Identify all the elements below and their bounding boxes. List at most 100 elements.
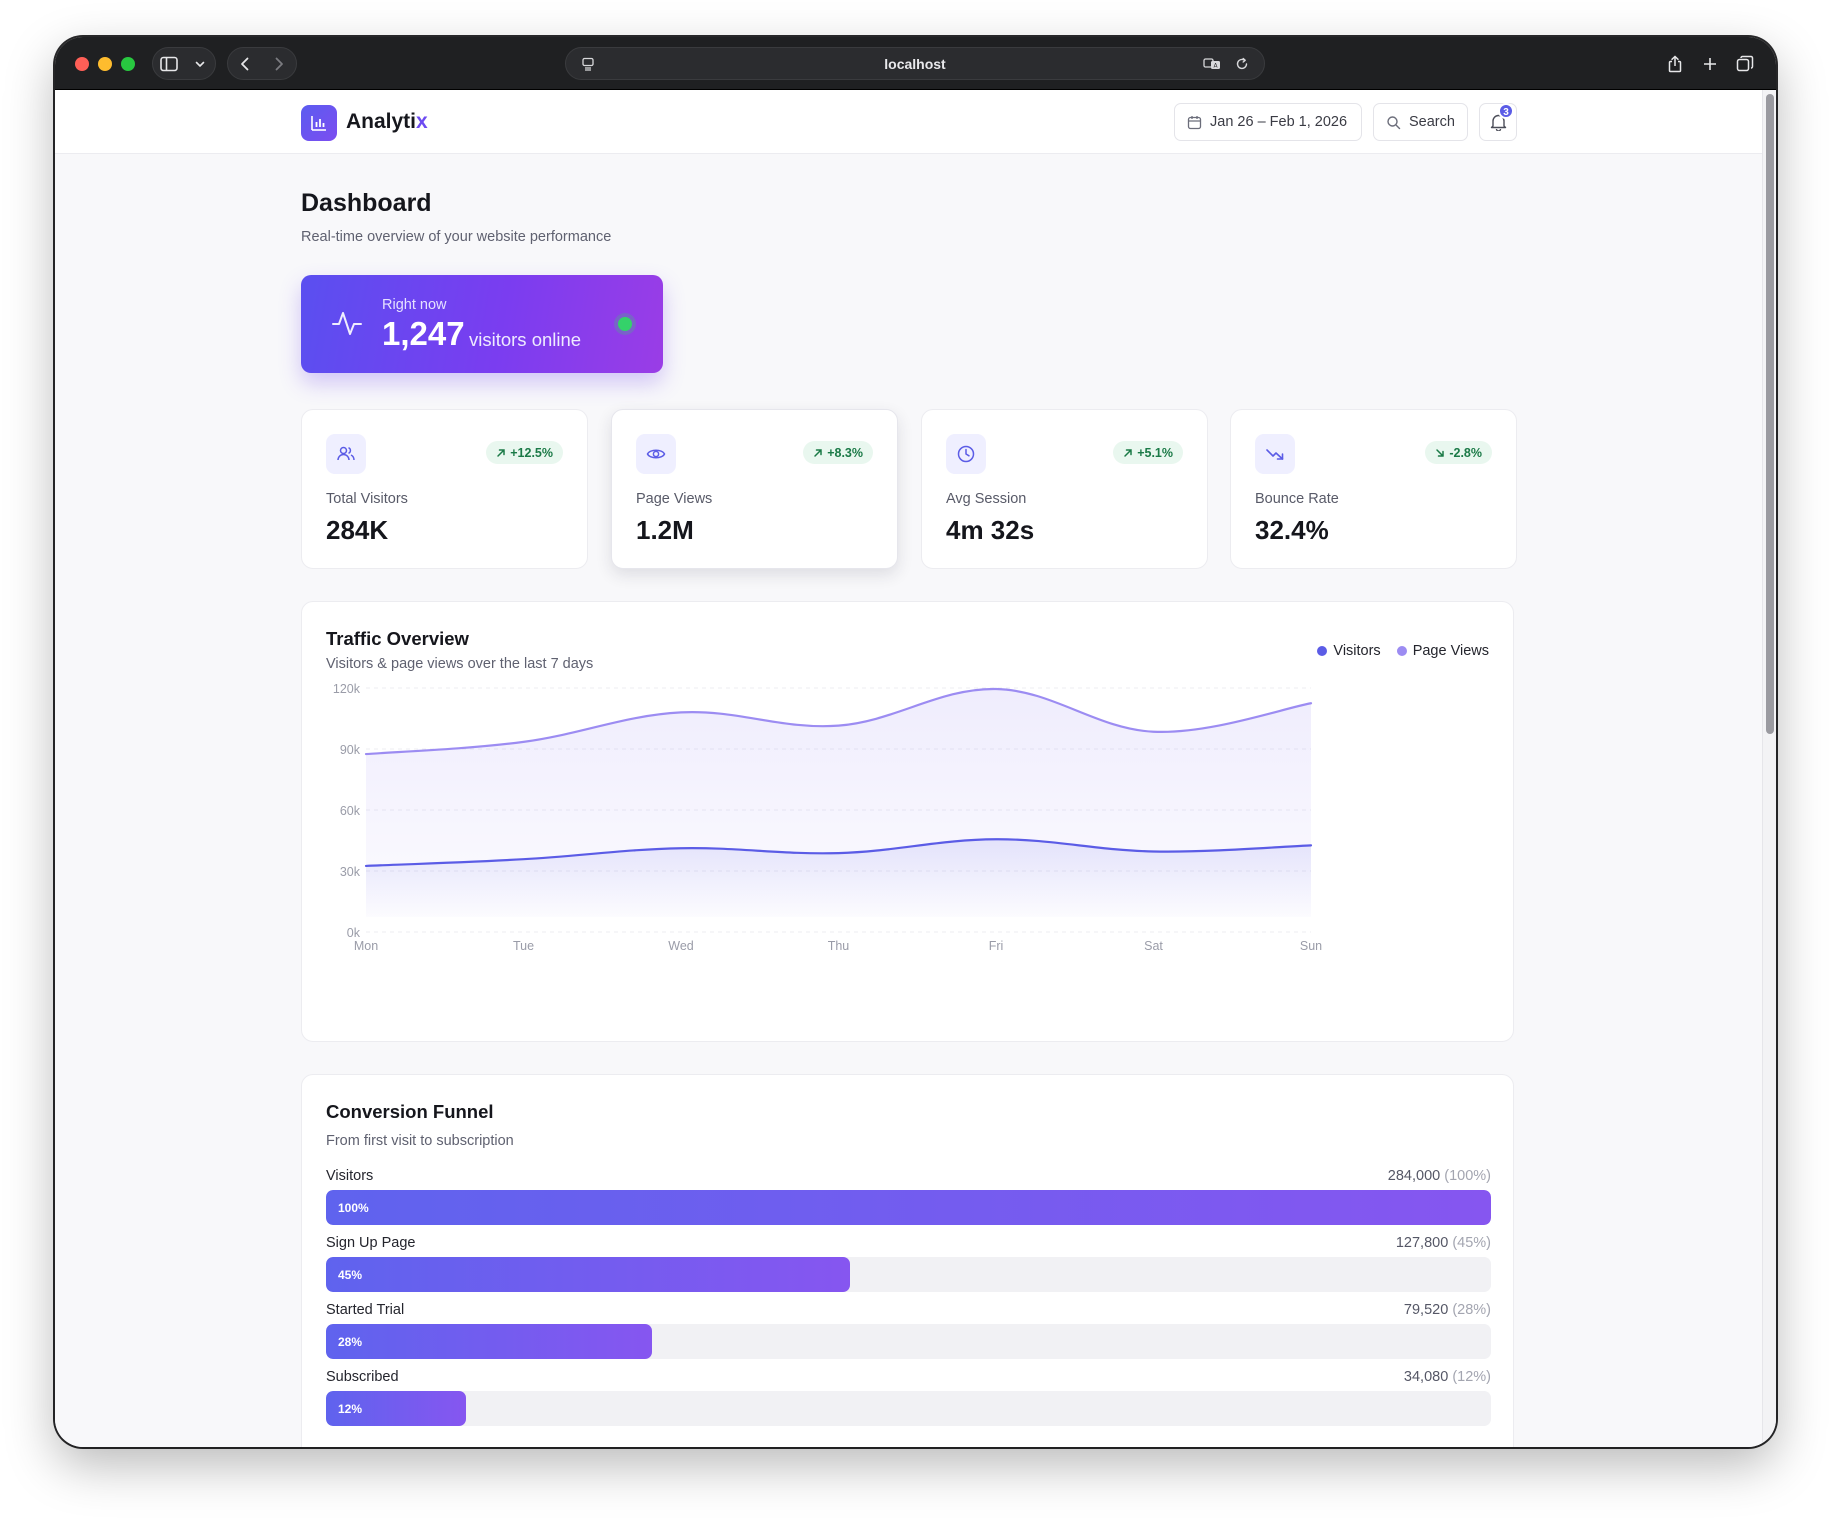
new-tab-icon[interactable] — [1696, 50, 1724, 78]
funnel-step-percent: (12%) — [1452, 1369, 1491, 1385]
address-bar[interactable]: localhost A — [565, 47, 1265, 80]
app-header: Analytix Jan 26 – Feb 1, 2026 Search 3 — [55, 90, 1762, 154]
stat-value: 284K — [326, 515, 389, 545]
x-tick-label: Mon — [354, 939, 378, 953]
funnel-step-label: Started Trial — [326, 1302, 405, 1318]
funnel-step-count-value: 284,000 — [1387, 1168, 1445, 1184]
stat-card-bounce-rate[interactable]: -2.8% Bounce Rate 32.4% — [1230, 409, 1517, 569]
forward-icon[interactable] — [265, 50, 293, 78]
users-icon — [326, 434, 366, 474]
minimize-window-button[interactable] — [98, 57, 112, 71]
live-label: Right now — [382, 297, 447, 313]
conversion-funnel-panel: Conversion Funnel From first visit to su… — [301, 1074, 1514, 1447]
change-value: +8.3% — [827, 445, 863, 460]
funnel-step-percent: (45%) — [1452, 1235, 1491, 1251]
x-tick-label: Fri — [989, 939, 1004, 953]
share-icon[interactable] — [1661, 50, 1689, 78]
search-button[interactable]: Search — [1373, 103, 1468, 141]
traffic-subtitle: Visitors & page views over the last 7 da… — [326, 656, 594, 672]
series-line-page-views — [364, 687, 1313, 756]
search-label: Search — [1409, 114, 1455, 130]
funnel-step-count: 79,520 (28%) — [1404, 1302, 1491, 1318]
page-scrollbar[interactable] — [1762, 90, 1776, 1447]
date-range-picker[interactable]: Jan 26 – Feb 1, 2026 — [1174, 103, 1362, 141]
funnel-step-count: 34,080 (12%) — [1404, 1369, 1491, 1385]
chart-legend: Visitors Page Views — [1317, 643, 1489, 659]
y-tick-label: 0k — [347, 926, 361, 940]
stat-label: Page Views — [636, 491, 713, 507]
sidebar-icon[interactable] — [155, 50, 183, 78]
funnel-bar-fill: 100% — [326, 1190, 1491, 1225]
arrow-down-right-icon — [1436, 448, 1445, 457]
arrow-up-right-icon — [497, 448, 505, 457]
stat-card-avg-session[interactable]: +5.1% Avg Session 4m 32s — [921, 409, 1208, 569]
change-badge: +8.3% — [803, 441, 873, 464]
stat-value: 32.4% — [1255, 515, 1329, 545]
logo-mark[interactable] — [301, 105, 337, 141]
stat-label: Total Visitors — [326, 491, 408, 507]
change-value: +5.1% — [1137, 445, 1173, 460]
reload-icon[interactable] — [1228, 50, 1256, 78]
y-tick-label: 60k — [340, 804, 361, 818]
page-settings-icon[interactable] — [574, 50, 602, 78]
funnel-step: Sign Up Page 127,800 (45%) 45% — [326, 1235, 1491, 1307]
url-text: localhost — [884, 56, 946, 72]
change-value: -2.8% — [1449, 445, 1482, 460]
legend-item-visitors[interactable]: Visitors — [1317, 643, 1381, 659]
translate-icon[interactable]: A — [1198, 50, 1226, 78]
funnel-title: Conversion Funnel — [326, 1101, 494, 1122]
clock-icon — [946, 434, 986, 474]
funnel-bar-label: 28% — [338, 1335, 363, 1349]
funnel-bar-label: 100% — [338, 1201, 369, 1215]
legend-label-visitors: Visitors — [1333, 643, 1381, 659]
funnel-step-label: Visitors — [326, 1168, 374, 1184]
calendar-icon — [1187, 115, 1202, 129]
funnel-bar-fill: 28% — [326, 1324, 653, 1359]
arrow-up-right-icon — [1124, 448, 1132, 457]
tab-overview-icon[interactable] — [1731, 50, 1759, 78]
legend-dot-page-views — [1396, 646, 1407, 656]
stat-value: 4m 32s — [946, 515, 1035, 545]
funnel-step-percent: (100%) — [1444, 1168, 1491, 1184]
stat-card-page-views[interactable]: +8.3% Page Views 1.2M — [611, 409, 898, 569]
eye-icon — [636, 434, 676, 474]
back-icon[interactable] — [231, 50, 259, 78]
funnel-bar-fill: 12% — [326, 1391, 466, 1426]
change-badge: -2.8% — [1425, 441, 1492, 464]
brand-name-accent: x — [416, 110, 428, 133]
scrollbar-thumb[interactable] — [1766, 94, 1774, 734]
funnel-step: Started Trial 79,520 (28%) 28% — [326, 1302, 1491, 1374]
chevron-down-icon[interactable] — [186, 50, 214, 78]
arrow-up-right-icon — [814, 448, 822, 457]
traffic-overview-panel: Traffic Overview Visitors & page views o… — [301, 601, 1514, 1042]
page-title: Dashboard — [301, 189, 432, 217]
brand-name-main: Analyti — [346, 110, 417, 133]
funnel-bar-track: 45% — [326, 1257, 1491, 1292]
close-window-button[interactable] — [75, 57, 89, 71]
x-tick-label: Sat — [1144, 939, 1163, 953]
stat-card-total-visitors[interactable]: +12.5% Total Visitors 284K — [301, 409, 588, 569]
legend-dot-visitors — [1317, 646, 1328, 656]
zoom-window-button[interactable] — [121, 57, 135, 71]
x-tick-label: Wed — [668, 939, 694, 953]
page-subtitle: Real-time overview of your website perfo… — [301, 229, 612, 245]
y-tick-label: 120k — [333, 682, 361, 696]
change-value: +12.5% — [510, 445, 553, 460]
funnel-bar-fill: 45% — [326, 1257, 851, 1292]
live-visitor-count: 1,247 — [382, 315, 465, 352]
activity-icon — [332, 312, 362, 335]
y-tick-label: 90k — [340, 743, 361, 757]
brand-name[interactable]: Analytix — [346, 110, 428, 134]
trending-down-icon — [1255, 434, 1295, 474]
legend-label-page-views: Page Views — [1412, 643, 1489, 659]
x-tick-label: Sun — [1300, 939, 1322, 953]
legend-item-page-views[interactable]: Page Views — [1396, 643, 1489, 659]
notification-count-badge: 3 — [1498, 103, 1514, 119]
funnel-step-label: Sign Up Page — [326, 1235, 416, 1251]
traffic-area-chart[interactable]: 0k 30k 60k 90k 120k Mon Tue Wed Thu Fri Sat Sun — [302, 602, 1515, 1043]
traffic-title: Traffic Overview — [326, 628, 469, 649]
x-tick-label: Tue — [513, 939, 534, 953]
funnel-step-label: Subscribed — [326, 1369, 399, 1385]
address-bar-actions: A — [1198, 50, 1256, 78]
funnel-bar-track: 12% — [326, 1391, 1491, 1426]
